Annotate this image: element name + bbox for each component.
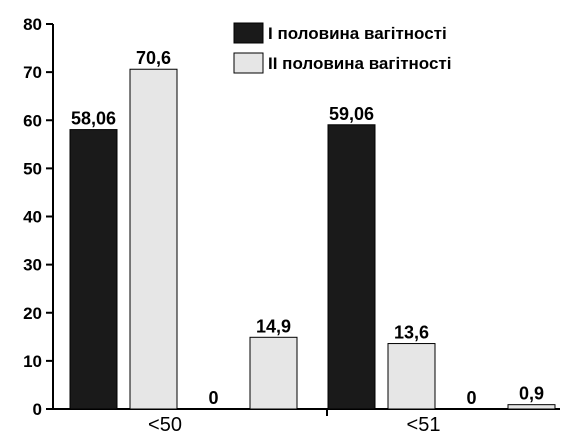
legend: I половина вагітності II половина вагітн… — [233, 22, 451, 74]
bar-value-label: 0,9 — [519, 384, 544, 404]
x-tick-label: <51 — [407, 414, 441, 433]
bar — [69, 129, 118, 410]
legend-label-series-1: I половина вагітності — [268, 24, 447, 43]
y-tick-label: 40 — [23, 208, 42, 227]
legend-swatch-series-1 — [233, 22, 264, 44]
bar-value-label: 0 — [208, 388, 218, 408]
bar-value-label: 58,06 — [71, 109, 116, 129]
bar — [387, 343, 436, 410]
x-ticks: <50 <51 — [148, 409, 440, 433]
y-tick-label: 50 — [23, 159, 42, 178]
bar — [129, 68, 178, 410]
bar-value-label: 0 — [466, 388, 476, 408]
y-tick-label: 0 — [33, 400, 42, 419]
data-labels: 58,06 59,06 70,6 13,6 0 0 14,9 0,9 — [71, 48, 544, 408]
y-tick-label: 10 — [23, 352, 42, 371]
bars — [69, 68, 556, 410]
bar — [507, 404, 556, 410]
bar — [249, 336, 298, 410]
y-tick-label: 30 — [23, 256, 42, 275]
y-ticks: 0 10 20 30 40 50 60 70 80 — [23, 15, 53, 419]
y-tick-label: 60 — [23, 111, 42, 130]
legend-swatch-series-2 — [233, 52, 264, 74]
y-tick-label: 20 — [23, 304, 42, 323]
x-tick-label: <50 — [148, 414, 182, 433]
bar — [327, 124, 376, 410]
bar-value-label: 59,06 — [329, 104, 374, 124]
legend-label-series-2: II половина вагітності — [268, 54, 451, 73]
y-tick-label: 70 — [23, 63, 42, 82]
bar-value-label: 13,6 — [394, 323, 429, 343]
bar-value-label: 70,6 — [136, 48, 171, 68]
y-tick-label: 80 — [23, 15, 42, 34]
bar-value-label: 14,9 — [256, 316, 291, 336]
axes — [52, 24, 560, 410]
